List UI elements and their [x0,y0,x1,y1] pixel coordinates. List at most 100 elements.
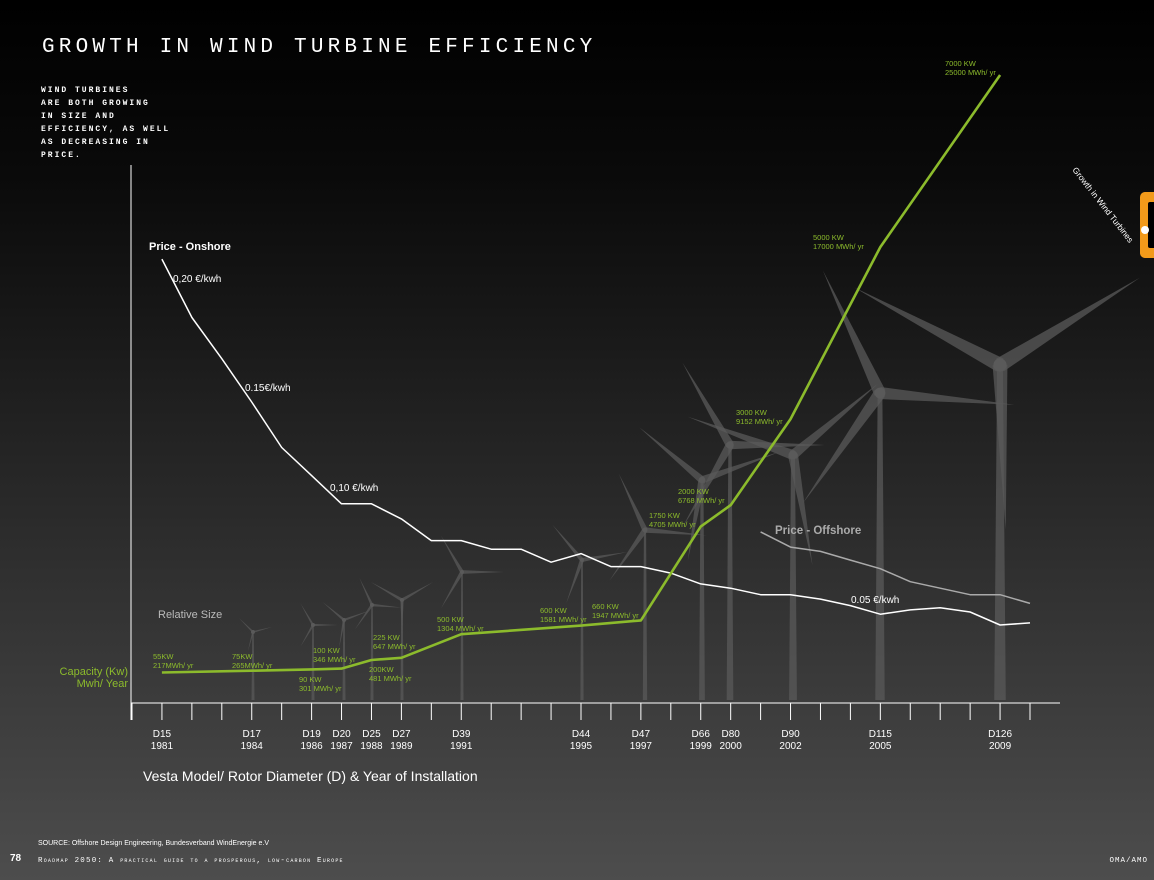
turbine-blade [313,623,338,627]
x-model-label: D115 [869,729,893,740]
x-tick-label: 2002 [779,741,802,752]
turbine-blade [566,559,584,604]
turbine-hub [311,623,315,627]
turbine-blade [552,524,584,562]
turbine-hub [400,598,404,602]
turbine-hub [580,558,584,562]
energy-label: 217MWh/ yr [153,661,194,670]
series-label: Price - Onshore [149,241,231,253]
turbine-blade [300,603,314,626]
turbine-tower [370,605,374,700]
turbine-blade [639,427,705,483]
x-model-label: D20 [332,729,351,740]
turbine-tower [875,393,885,700]
subtitle-line: ARE BOTH GROWING [41,99,150,108]
turbine-blade [371,603,402,608]
turbine-tower [460,572,464,700]
turbine-blade [700,451,780,484]
turbine-tower [726,445,734,700]
subtitle: WIND TURBINES ARE BOTH GROWING IN SIZE AND… [41,86,170,160]
series-line [161,74,1002,674]
turbine-blade [682,362,734,448]
turbine-hub [726,441,734,449]
turbine-hub [993,358,1007,372]
annotation: 0,10 €/kwh [330,483,378,494]
turbine-hub [874,387,886,399]
energy-label: 6768 MWh/ yr [678,496,725,505]
x-model-label: D15 [153,729,172,740]
subtitle-line: EFFICIENCY, AS WELL [41,125,170,134]
capacity-series-label: Capacity (Kw) Mwh/ Year [59,666,128,690]
turbine-hub [370,603,374,607]
turbine-blade [354,604,374,630]
turbine-blade [879,386,1015,405]
energy-label: 1581 MWh/ yr [540,615,587,624]
turbine-blade [359,577,374,606]
turbine-hub [642,527,648,533]
energy-label: 265MWh/ yr [232,661,273,670]
turbine-blade [802,389,885,504]
value-label: 225 KW [373,633,401,642]
x-tick-label: 1995 [570,741,593,752]
energy-label: 1304 MWh/ yr [437,624,484,633]
annotation: 0.05 €/kwh [851,595,899,606]
x-model-label: D39 [452,729,471,740]
x-tick-label: 1989 [390,741,413,752]
x-tick-label: 1984 [241,741,264,752]
turbine-blade [401,582,434,602]
x-tick-label: 1981 [151,741,174,752]
turbine-blade [822,270,886,396]
x-tick-label: 1988 [360,741,383,752]
energy-label: 9152 MWh/ yr [736,417,783,426]
x-model-label: D19 [302,729,321,740]
turbine-blade [370,582,403,602]
turbine-hub [460,570,464,574]
turbine-blade [322,602,345,621]
x-tick-label: 1991 [450,741,473,752]
turbine-blade [618,473,648,532]
x-model-label: D25 [362,729,381,740]
turbine-hub [698,476,706,484]
x-model-label: D126 [988,729,1012,740]
value-label: 200KW [369,665,395,674]
turbine-hub [342,618,346,622]
turbine-blade [339,619,346,648]
subtitle-line: PRICE. [41,151,82,160]
turbine-blade [300,624,314,647]
turbine-hub [788,450,798,460]
turbine-blade [441,571,464,609]
relative-size-label: Relative Size [158,609,222,621]
turbine-blade [400,600,404,636]
value-label: 5000 KW [813,233,845,242]
value-label: 600 KW [540,606,568,615]
annotation: 0,20 €/kwh [173,274,221,285]
turbine-blade [462,570,504,574]
turbine-blade [854,287,1004,372]
value-label: 7000 KW [945,59,977,68]
energy-label: 301 MWh/ yr [299,684,342,693]
value-label: 75KW [232,652,253,661]
subtitle-line: WIND TURBINES [41,86,129,95]
publication: Roadmap 2050: A practical guide to a pro… [38,857,344,865]
x-model-label: D90 [781,729,800,740]
turbine-blade [789,383,879,459]
x-model-label: D47 [632,729,651,740]
x-tick-label: 2009 [989,741,1012,752]
subtitle-line: AS DECREASING IN [41,138,150,147]
value-label: 3000 KW [736,408,768,417]
value-label: 1750 KW [649,511,681,520]
turbine-blade [609,528,648,581]
source: SOURCE: Offshore Design Engineering, Bun… [38,840,269,847]
turbine-blade [992,364,1008,530]
value-label: 55KW [153,652,174,661]
turbine-blade [441,535,464,573]
x-model-label: D17 [243,729,262,740]
x-axis-label: Vesta Model/ Rotor Diameter (D) & Year o… [143,768,478,784]
energy-label: 4705 MWh/ yr [649,520,696,529]
x-tick-label: 1986 [300,741,323,752]
series-label: Price - Offshore [775,525,861,537]
value-label: 500 KW [437,615,465,624]
value-label: 2000 KW [678,487,710,496]
